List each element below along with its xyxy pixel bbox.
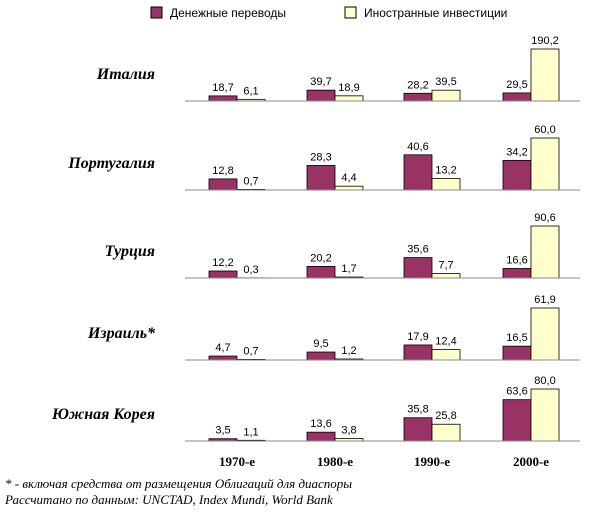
value-label: 9,5 bbox=[313, 338, 328, 350]
bar bbox=[208, 270, 238, 279]
panel-title: Турция bbox=[105, 243, 155, 260]
bar bbox=[530, 225, 560, 279]
bar bbox=[502, 399, 532, 442]
x-tick-label: 1970-е bbox=[219, 454, 255, 469]
bar bbox=[431, 89, 461, 102]
legend-label: Иностранные инвестиции bbox=[364, 6, 507, 20]
x-tick-label: 2000-е bbox=[513, 454, 549, 469]
value-label: 13,2 bbox=[435, 165, 456, 177]
value-label: 90,6 bbox=[534, 212, 555, 224]
bar bbox=[306, 266, 336, 279]
bar bbox=[403, 417, 433, 442]
bar bbox=[306, 89, 336, 102]
value-label: 7,7 bbox=[438, 260, 453, 272]
value-label: 20,2 bbox=[310, 252, 331, 264]
value-label: 12,2 bbox=[212, 257, 233, 269]
footnote: Рассчитано по данным: UNCTAD, Index Mund… bbox=[4, 492, 333, 507]
value-label: 12,4 bbox=[435, 336, 456, 348]
value-label: 18,7 bbox=[212, 82, 233, 94]
bar bbox=[208, 355, 238, 361]
value-label: 39,5 bbox=[435, 76, 456, 88]
value-label: 25,8 bbox=[435, 410, 456, 422]
bar bbox=[403, 154, 433, 191]
x-tick-label: 1980-е bbox=[317, 454, 353, 469]
value-label: 1,2 bbox=[341, 345, 356, 357]
value-label: 63,6 bbox=[506, 386, 527, 398]
bar bbox=[530, 388, 560, 442]
value-label: 12,8 bbox=[212, 165, 233, 177]
value-label: 13,6 bbox=[310, 418, 331, 430]
bar bbox=[306, 165, 336, 191]
bar bbox=[502, 268, 532, 279]
bar bbox=[306, 351, 336, 361]
legend-swatch bbox=[344, 6, 357, 19]
value-label: 18,9 bbox=[338, 82, 359, 94]
bar bbox=[530, 48, 560, 102]
value-label: 6,1 bbox=[243, 85, 258, 97]
bar bbox=[431, 178, 461, 191]
bar bbox=[502, 159, 532, 191]
value-label: 4,7 bbox=[215, 342, 230, 354]
footnote: * - включая средства от размещения Облиг… bbox=[5, 476, 352, 491]
x-tick-label: 1990-е bbox=[414, 454, 450, 469]
value-label: 4,4 bbox=[341, 172, 356, 184]
value-label: 3,8 bbox=[341, 425, 356, 437]
value-label: 0,3 bbox=[243, 264, 258, 276]
bar bbox=[208, 95, 238, 102]
legend-label: Денежные переводы bbox=[170, 6, 286, 20]
value-label: 190,2 bbox=[531, 35, 559, 47]
value-label: 35,8 bbox=[407, 404, 428, 416]
value-label: 3,5 bbox=[215, 425, 230, 437]
value-label: 40,6 bbox=[407, 141, 428, 153]
value-label: 35,6 bbox=[407, 244, 428, 256]
bar bbox=[530, 137, 560, 191]
value-label: 16,6 bbox=[506, 254, 527, 266]
bar bbox=[431, 273, 461, 279]
panel-title: Южная Корея bbox=[51, 406, 155, 423]
value-label: 1,7 bbox=[341, 263, 356, 275]
bar bbox=[403, 92, 433, 102]
bar bbox=[403, 344, 433, 361]
bar bbox=[208, 178, 238, 191]
panel-title: Израиль* bbox=[87, 325, 156, 342]
bar bbox=[502, 92, 532, 102]
value-label: 16,5 bbox=[506, 332, 527, 344]
bar bbox=[306, 431, 336, 442]
bar bbox=[530, 307, 560, 361]
bar bbox=[334, 185, 364, 191]
value-label: 34,2 bbox=[506, 146, 527, 158]
value-label: 29,5 bbox=[506, 79, 527, 91]
value-label: 28,3 bbox=[310, 151, 331, 163]
bar bbox=[334, 95, 364, 102]
value-label: 0,7 bbox=[243, 345, 258, 357]
bar bbox=[431, 349, 461, 361]
value-label: 39,7 bbox=[310, 76, 331, 88]
bar bbox=[431, 423, 461, 442]
bar bbox=[403, 257, 433, 279]
value-label: 28,2 bbox=[407, 79, 428, 91]
value-label: 1,1 bbox=[243, 426, 258, 438]
value-label: 60,0 bbox=[534, 124, 555, 136]
panel-title: Португалия bbox=[67, 155, 155, 172]
bar bbox=[502, 345, 532, 361]
value-label: 0,7 bbox=[243, 175, 258, 187]
value-label: 17,9 bbox=[407, 331, 428, 343]
value-label: 61,9 bbox=[534, 294, 555, 306]
legend-swatch bbox=[150, 6, 163, 19]
value-label: 80,0 bbox=[534, 375, 555, 387]
panel-title: Италия bbox=[96, 66, 155, 83]
